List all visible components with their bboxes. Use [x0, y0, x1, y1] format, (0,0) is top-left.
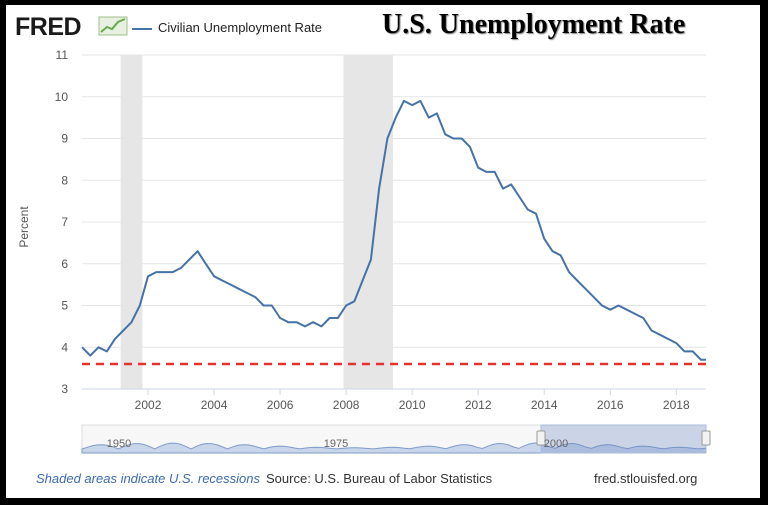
series-line-group	[81, 99, 706, 361]
navigator-label: 2000	[544, 438, 568, 450]
y-tick-label: 8	[61, 173, 68, 187]
navigator-series-area	[81, 442, 707, 454]
y-tick-label: 7	[61, 215, 68, 229]
recession-note-link[interactable]: Shaded areas indicate U.S. recessions	[36, 471, 261, 486]
fred-url-link[interactable]: fred.stlouisfed.org	[594, 471, 698, 486]
y-tick-label: 10	[55, 90, 69, 104]
navigator-handle[interactable]	[536, 430, 546, 446]
y-tick-label: 11	[56, 48, 69, 62]
grid-lines	[82, 54, 706, 390]
x-tick-label: 2016	[597, 398, 624, 412]
y-tick-label: 6	[61, 257, 68, 271]
legend-label: Civilian Unemployment Rate	[158, 20, 323, 35]
x-tick-label: 2008	[333, 398, 360, 412]
x-tick-label: 2012	[465, 398, 492, 412]
navigator-label: 1975	[324, 438, 348, 450]
fred-logo-graph-icon	[98, 16, 128, 36]
x-tick-label: 2004	[201, 398, 228, 412]
x-axis: 2002 2004 2006 2008 2010 2012 2014 2016 2018	[82, 388, 706, 412]
series-line	[81, 99, 706, 361]
range-navigator: 1950 1975 2000	[81, 424, 711, 454]
x-tick-label: 2014	[531, 398, 558, 412]
navigator-label: 1950	[107, 438, 131, 450]
y-axis-label: Percent	[17, 206, 31, 248]
legend[interactable]: Civilian Unemployment Rate	[132, 20, 322, 35]
y-tick-label: 9	[61, 132, 68, 146]
legend-line-swatch-icon	[132, 27, 152, 30]
navigator-handle[interactable]	[701, 430, 711, 446]
x-tick-label: 2002	[135, 398, 162, 412]
chart-frame: FRED Civilian Unemployment Rate U.S. Une…	[6, 5, 760, 498]
x-tick-label: 2018	[663, 398, 690, 412]
y-tick-label: 5	[61, 299, 68, 313]
y-axis: 3 4 5 6 7 8 9 10 11	[55, 48, 69, 396]
x-tick-label: 2010	[399, 398, 426, 412]
chart-title: U.S. Unemployment Rate	[382, 9, 686, 40]
y-tick-label: 4	[61, 340, 68, 354]
x-tick-label: 2006	[267, 398, 294, 412]
y-tick-label: 3	[61, 382, 68, 396]
fred-logo[interactable]: FRED	[15, 13, 82, 41]
line-chart[interactable]: 3 4 5 6 7 8 9 10 11 2002 2004 2006 2008 2010 2012 2014…	[6, 5, 760, 498]
source-text: Source: U.S. Bureau of Labor Statistics	[266, 471, 493, 486]
